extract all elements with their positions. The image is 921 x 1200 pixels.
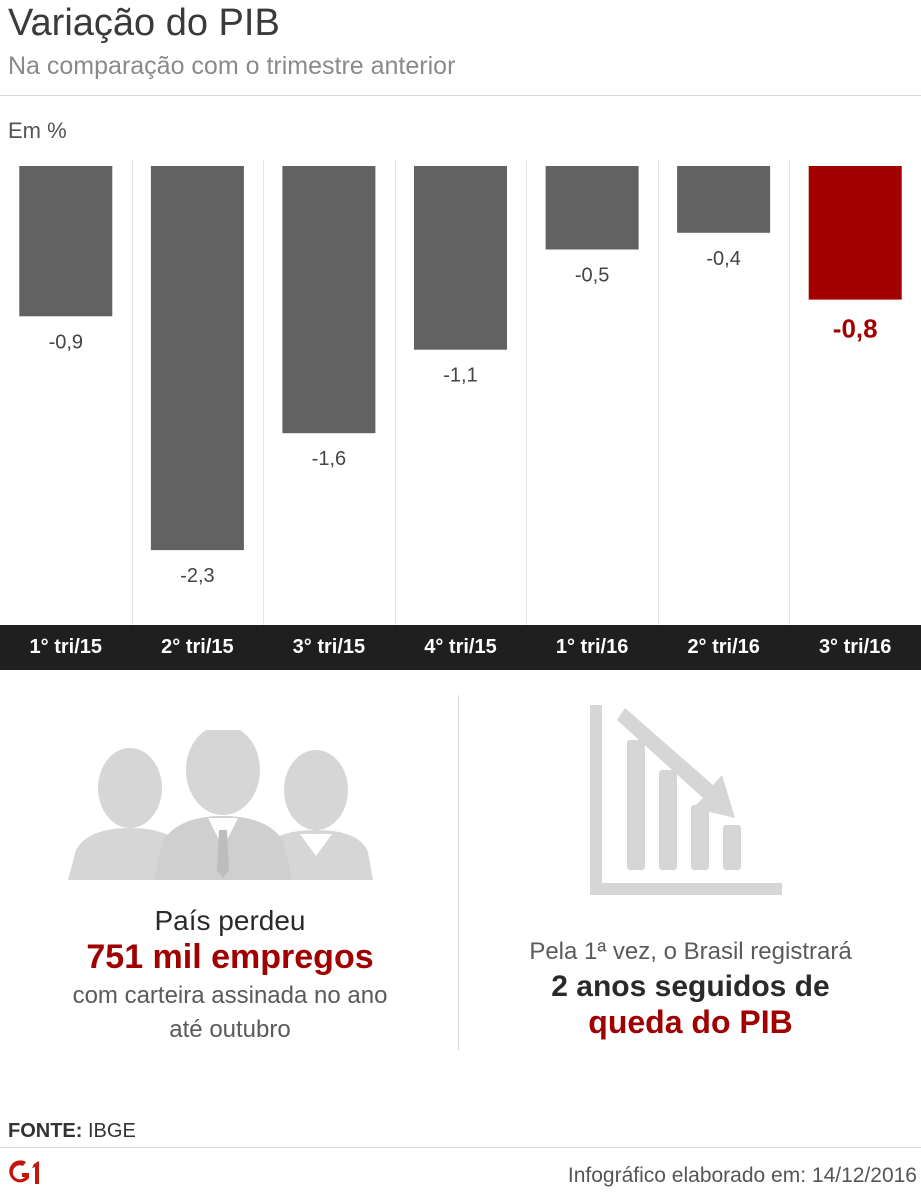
chart-subtitle: Na comparação com o trimestre anterior: [8, 52, 456, 80]
bar-1: [150, 166, 244, 551]
header-divider: [0, 95, 921, 96]
value-label-1: -2,3: [180, 565, 214, 587]
unit-label: Em %: [8, 118, 67, 143]
category-label-4: 1° tri/16: [555, 636, 629, 658]
value-label-3: -1,1: [443, 365, 477, 387]
bar-5: [677, 166, 771, 233]
value-label-6: -0,8: [833, 314, 878, 344]
category-label-0: 1° tri/15: [29, 636, 103, 658]
footer-divider: [0, 1147, 921, 1148]
category-label-5: 2° tri/16: [687, 636, 760, 658]
value-label-5: -0,4: [706, 248, 740, 270]
jobs-panel: País perdeu 751 mil empregos com carteir…: [0, 700, 460, 1060]
jobs-line-3: com carteira assinada no ano: [72, 982, 388, 1009]
chart-title: Variação do PIB: [8, 2, 280, 44]
bar-6: [808, 166, 902, 300]
source-value: IBGE: [88, 1120, 136, 1142]
panel-divider: [458, 695, 459, 1050]
category-label-3: 4° tri/15: [424, 636, 497, 658]
jobs-line-4: até outubro: [169, 1016, 291, 1043]
jobs-highlight: 751 mil empregos: [86, 938, 374, 976]
g1-logo: [9, 1160, 39, 1184]
value-label-4: -0,5: [575, 265, 609, 287]
declining-bar-chart-icon: [590, 705, 782, 895]
credit: Infográfico elaborado em: 14/12/2016: [567, 1164, 917, 1187]
category-label-2: 3° tri/15: [292, 636, 366, 658]
category-axis: 1° tri/15 2° tri/15 3° tri/15 4° tri/15 1° t…: [0, 625, 921, 670]
bar-0: [19, 166, 113, 317]
gdp-highlight: queda do PIB: [588, 1004, 793, 1040]
source: FONTE: IBGE: [8, 1120, 136, 1143]
bar-chart: -0,9 -2,3 -1,6 -1,1 -0,5 -0,4 -0,8: [19, 160, 902, 625]
gdp-panel: Pela 1ª vez, o Brasil registrará 2 anos …: [460, 700, 921, 1060]
bar-4: [545, 166, 639, 250]
value-label-2: -1,6: [312, 448, 346, 470]
people-icon: [68, 730, 373, 880]
gdp-line-1: Pela 1ª vez, o Brasil registrará: [529, 938, 852, 965]
bar-3: [414, 166, 507, 350]
value-label-0: -0,9: [49, 331, 83, 353]
category-label-6: 3° tri/16: [818, 636, 892, 658]
jobs-line-1: País perdeu: [154, 905, 306, 936]
category-label-1: 2° tri/15: [161, 636, 234, 658]
bar-2: [282, 166, 376, 434]
gdp-line-2: 2 anos seguidos de: [551, 970, 830, 1003]
source-label: FONTE:: [8, 1120, 83, 1142]
